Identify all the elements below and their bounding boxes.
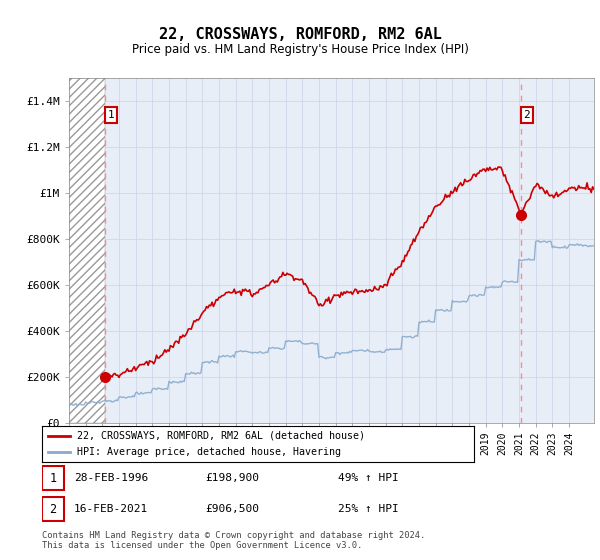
Text: 22, CROSSWAYS, ROMFORD, RM2 6AL (detached house): 22, CROSSWAYS, ROMFORD, RM2 6AL (detache… [77, 431, 365, 441]
Text: 2: 2 [524, 110, 530, 120]
Text: 25% ↑ HPI: 25% ↑ HPI [338, 504, 398, 514]
FancyBboxPatch shape [42, 497, 64, 521]
Text: Contains HM Land Registry data © Crown copyright and database right 2024.
This d: Contains HM Land Registry data © Crown c… [42, 531, 425, 550]
Text: 2: 2 [50, 502, 56, 516]
Text: Price paid vs. HM Land Registry's House Price Index (HPI): Price paid vs. HM Land Registry's House … [131, 43, 469, 56]
Text: 28-FEB-1996: 28-FEB-1996 [74, 473, 148, 483]
Text: HPI: Average price, detached house, Havering: HPI: Average price, detached house, Have… [77, 447, 341, 457]
Text: 22, CROSSWAYS, ROMFORD, RM2 6AL: 22, CROSSWAYS, ROMFORD, RM2 6AL [158, 27, 442, 41]
Text: 1: 1 [50, 472, 56, 485]
Bar [105, 78, 594, 423]
Text: 1: 1 [107, 110, 114, 120]
Bar [69, 78, 105, 423]
Text: £198,900: £198,900 [206, 473, 260, 483]
Text: 49% ↑ HPI: 49% ↑ HPI [338, 473, 398, 483]
Text: 16-FEB-2021: 16-FEB-2021 [74, 504, 148, 514]
FancyBboxPatch shape [42, 466, 64, 491]
Text: £906,500: £906,500 [206, 504, 260, 514]
